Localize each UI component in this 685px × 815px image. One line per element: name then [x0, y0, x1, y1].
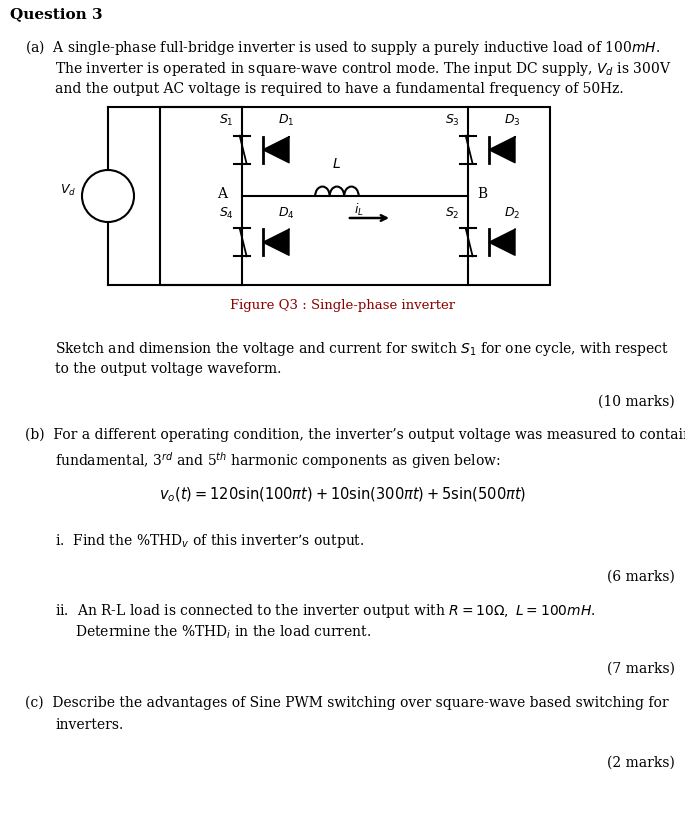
- Text: $D_2$: $D_2$: [504, 205, 520, 221]
- Text: Figure Q3 : Single-phase inverter: Figure Q3 : Single-phase inverter: [230, 299, 455, 312]
- Polygon shape: [489, 229, 515, 255]
- Text: ii.  An R-L load is connected to the inverter output with $R = 10\Omega,\ L = 10: ii. An R-L load is connected to the inve…: [55, 602, 596, 620]
- Text: and the output AC voltage is required to have a fundamental frequency of 50Hz.: and the output AC voltage is required to…: [55, 82, 623, 96]
- Text: $i_L$: $i_L$: [354, 202, 364, 218]
- Text: (6 marks): (6 marks): [607, 570, 675, 584]
- Text: $V_d$: $V_d$: [60, 183, 76, 197]
- Text: fundamental, 3$^{rd}$ and 5$^{th}$ harmonic components as given below:: fundamental, 3$^{rd}$ and 5$^{th}$ harmo…: [55, 450, 501, 471]
- Text: $v_o(t) = 120\sin(100\pi t) + 10\sin(300\pi t) + 5\sin(500\pi t)$: $v_o(t) = 120\sin(100\pi t) + 10\sin(300…: [159, 486, 526, 504]
- Text: (10 marks): (10 marks): [598, 395, 675, 409]
- Text: $S_2$: $S_2$: [445, 205, 460, 221]
- Text: (b)  For a different operating condition, the inverter’s output voltage was meas: (b) For a different operating condition,…: [25, 428, 685, 443]
- Text: −: −: [101, 199, 114, 213]
- Text: A: A: [217, 187, 227, 201]
- Text: $S_3$: $S_3$: [445, 113, 460, 128]
- Text: Question 3: Question 3: [10, 7, 103, 21]
- Text: $D_3$: $D_3$: [504, 113, 521, 128]
- Polygon shape: [489, 137, 515, 163]
- Text: to the output voltage waveform.: to the output voltage waveform.: [55, 362, 282, 376]
- Text: B: B: [477, 187, 487, 201]
- Polygon shape: [263, 137, 289, 163]
- Bar: [160, 107, 550, 285]
- Text: (2 marks): (2 marks): [607, 756, 675, 770]
- Text: $D_1$: $D_1$: [278, 113, 295, 128]
- Text: $S_1$: $S_1$: [219, 113, 234, 128]
- Text: inverters.: inverters.: [55, 718, 123, 732]
- Text: Determine the %THD$_i$ in the load current.: Determine the %THD$_i$ in the load curre…: [75, 624, 371, 641]
- Circle shape: [82, 170, 134, 222]
- Text: (c)  Describe the advantages of Sine PWM switching over square-wave based switch: (c) Describe the advantages of Sine PWM …: [25, 696, 669, 711]
- Text: The inverter is operated in square-wave control mode. The input DC supply, $V_d$: The inverter is operated in square-wave …: [55, 60, 671, 78]
- Text: Sketch and dimension the voltage and current for switch $S_1$ for one cycle, wit: Sketch and dimension the voltage and cur…: [55, 340, 669, 358]
- Text: (7 marks): (7 marks): [607, 662, 675, 676]
- Text: i.  Find the %THD$_v$ of this inverter’s output.: i. Find the %THD$_v$ of this inverter’s …: [55, 532, 364, 550]
- Text: (a)  A single-phase full-bridge inverter is used to supply a purely inductive lo: (a) A single-phase full-bridge inverter …: [25, 38, 660, 57]
- Text: $D_4$: $D_4$: [278, 205, 295, 221]
- Text: $L$: $L$: [332, 157, 341, 171]
- Polygon shape: [263, 229, 289, 255]
- Text: +: +: [103, 183, 113, 196]
- Text: $S_4$: $S_4$: [219, 205, 234, 221]
